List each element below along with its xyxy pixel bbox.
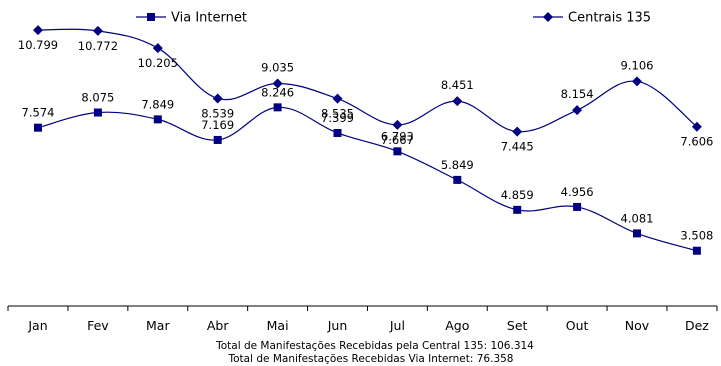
data-label-abr: 7.169 — [201, 118, 234, 132]
data-label-fev: 10.772 — [78, 39, 118, 53]
x-tick-label-ago: Ago — [445, 318, 469, 333]
x-tick-label-abr: Abr — [207, 318, 229, 333]
x-tick-label-fev: Fev — [87, 318, 109, 333]
data-label-mai: 9.035 — [261, 60, 294, 74]
data-label-abr: 8.539 — [201, 106, 234, 120]
data-point-ago — [453, 175, 462, 184]
legend-label: Centrais 135 — [568, 11, 651, 26]
legend-label: Via Internet — [171, 11, 247, 26]
data-point-mai — [273, 103, 282, 112]
data-point-fev — [93, 108, 102, 117]
data-point-jun — [332, 93, 343, 104]
data-label-jun: 8.535 — [321, 107, 354, 121]
data-point-nov — [632, 76, 642, 87]
data-point-nov — [633, 229, 641, 238]
data-label-jan: 10.799 — [18, 38, 58, 52]
data-label-set: 7.445 — [501, 140, 534, 154]
data-label-ago: 8.451 — [441, 78, 474, 92]
data-point-abr — [212, 93, 223, 104]
x-tick-label-jul: Jul — [389, 318, 405, 333]
legend-item-via-internet: Via Internet — [136, 11, 247, 26]
data-point-set — [513, 205, 522, 214]
data-label-ago: 5.849 — [441, 158, 474, 172]
data-point-fev — [92, 25, 103, 36]
data-point-out — [572, 105, 583, 116]
footnote-via-internet: Total de Manifestações Recebidas Via Int… — [228, 353, 514, 365]
x-tick-label-jan: Jan — [27, 318, 47, 333]
x-tick-label-mar: Mar — [146, 318, 170, 333]
data-point-ago — [452, 96, 463, 107]
x-tick-label-nov: Nov — [625, 318, 650, 333]
x-tick-label-dez: Dez — [685, 318, 709, 333]
data-point-mar — [153, 115, 162, 124]
data-point-mai — [272, 78, 283, 89]
x-tick-label-mai: Mai — [267, 318, 289, 333]
series-centrais-135: 10.799 10.772 10.205 8.539 9.035 8.535 7.667 8.… — [18, 25, 713, 154]
data-point-dez — [691, 121, 702, 132]
data-label-nov: 4.081 — [621, 211, 654, 225]
data-point-jan — [34, 123, 42, 132]
data-point-set — [512, 126, 523, 137]
data-label-mai: 8.246 — [261, 85, 294, 99]
data-label-dez: 7.606 — [680, 135, 713, 149]
legend-marker — [147, 13, 155, 21]
data-point-mar — [152, 43, 163, 54]
legend-marker — [543, 12, 553, 22]
x-tick-label-set: Set — [507, 318, 528, 333]
data-label-out: 8.154 — [561, 87, 594, 101]
data-point-jun — [333, 128, 342, 137]
data-point-out — [573, 202, 582, 211]
data-label-mar: 7.849 — [141, 97, 174, 111]
data-label-jul: 6.793 — [381, 129, 414, 143]
series-layer: 10.799 10.772 10.205 8.539 9.035 8.535 7.667 8.… — [18, 25, 713, 255]
data-label-set: 4.859 — [501, 188, 534, 202]
x-tick-label-jun: Jun — [327, 318, 348, 333]
data-point-abr — [213, 135, 222, 144]
data-label-dez: 3.508 — [680, 229, 713, 243]
data-label-fev: 8.075 — [81, 91, 114, 105]
series-line — [37, 28, 698, 133]
data-label-jun: 7.399 — [321, 111, 354, 125]
series-via-internet: 7.574 8.075 7.849 7.169 8.246 7.399 6.793 5.849… — [22, 85, 713, 255]
data-label-mar: 10.205 — [138, 56, 178, 70]
legend: Via Internet Centrais 135 — [136, 11, 651, 26]
footnote-central-135: Total de Manifestações Recebidas pela Ce… — [215, 340, 534, 352]
series-line — [37, 106, 698, 252]
data-label-out: 4.956 — [561, 185, 594, 199]
data-point-dez — [692, 246, 701, 255]
data-label-jul: 7.667 — [381, 133, 414, 147]
data-point-jul — [392, 119, 403, 130]
x-axis-ticks: Jan Fev Mar Abr Mai Jun Jul Ago Set Out Nov Dez — [7, 306, 718, 333]
legend-item-centrais-135: Centrais 135 — [533, 11, 651, 26]
data-label-jan: 7.574 — [22, 106, 55, 120]
x-tick-label-out: Out — [566, 318, 589, 333]
data-point-jan — [33, 25, 43, 36]
data-point-jul — [393, 147, 402, 156]
data-label-nov: 9.106 — [621, 58, 654, 72]
